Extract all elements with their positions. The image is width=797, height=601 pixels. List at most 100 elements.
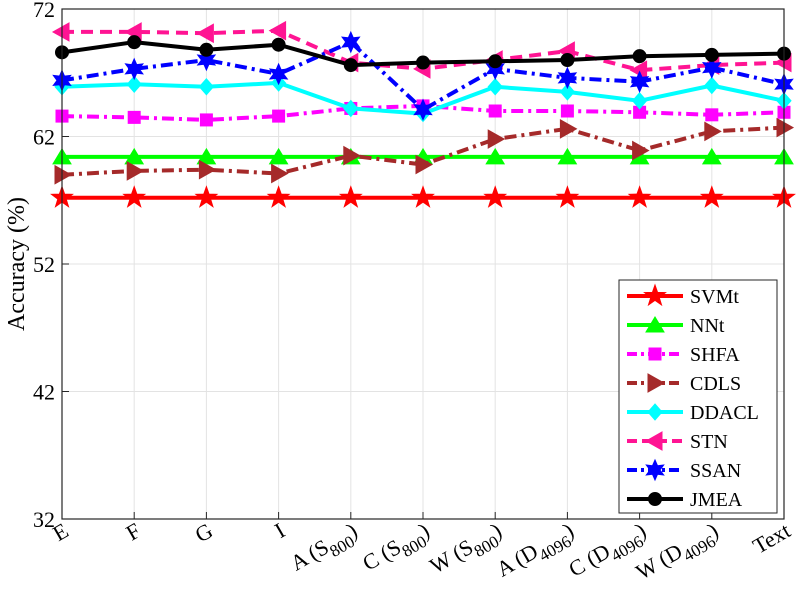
data-point-jmea <box>271 37 286 52</box>
data-point-jmea <box>127 35 142 50</box>
data-point-jmea <box>343 58 358 73</box>
legend-label-shfa: SHFA <box>690 344 740 366</box>
data-point-stn <box>196 23 214 44</box>
legend-label-stn: STN <box>690 431 728 453</box>
x-tick-label: A (S800) <box>286 518 364 581</box>
data-point-stn <box>268 20 287 41</box>
legend-label-cdls: CDLS <box>690 373 741 395</box>
data-point-shfa <box>127 110 141 124</box>
data-point-stn <box>51 22 70 42</box>
legend-item-ddacl: DDACL <box>627 402 759 424</box>
data-point-shfa <box>560 104 574 118</box>
data-point-ddacl <box>631 92 648 110</box>
data-point-svmt <box>266 185 291 208</box>
y-tick-label: 62 <box>33 125 55 150</box>
y-tick-label: 52 <box>33 252 55 277</box>
data-point-ssan <box>196 48 217 72</box>
data-point-cdls <box>632 140 650 161</box>
data-point-nnt <box>557 147 578 165</box>
data-point-ssan <box>629 70 650 93</box>
legend: SVMt NNt SHFA CDLS DDACL STN SSAN JMEA <box>618 279 778 514</box>
legend-item-stn: STN <box>627 431 728 453</box>
x-tick-label: F <box>122 518 145 546</box>
data-point-cdls <box>271 163 289 184</box>
data-point-ssan <box>485 57 505 81</box>
x-tick-label: I <box>270 518 289 543</box>
x-tick-label: C (S800) <box>358 518 436 581</box>
data-point-shfa <box>488 104 502 118</box>
series-ssan <box>52 30 794 121</box>
x-tick-label: W (D4096) <box>631 518 725 590</box>
data-point-nnt <box>124 147 145 165</box>
data-point-cdls <box>704 121 722 142</box>
data-point-nnt <box>268 147 289 165</box>
data-point-cdls <box>559 118 578 139</box>
data-point-cdls <box>343 145 361 166</box>
x-tick-base: F <box>122 518 145 546</box>
data-point-jmea <box>632 49 647 64</box>
x-tick-base: C (S <box>358 534 405 576</box>
data-point-jmea <box>199 42 214 57</box>
data-point-jmea <box>704 47 719 62</box>
legend-box <box>618 279 778 514</box>
x-tick-label: E <box>48 518 72 546</box>
data-point-ssan <box>557 66 578 90</box>
legend-marker-ssan <box>645 458 665 482</box>
data-point-shfa <box>199 113 213 127</box>
data-point-ddacl <box>559 83 576 101</box>
x-tick-label: W (S800) <box>425 518 508 584</box>
data-point-shfa <box>705 108 719 122</box>
data-point-nnt <box>485 147 506 165</box>
x-tick-base: I <box>270 518 289 543</box>
data-point-svmt <box>483 185 508 208</box>
data-point-ssan <box>268 62 289 86</box>
legend-item-svmt: SVMt <box>627 283 739 308</box>
data-point-ddacl <box>343 99 359 118</box>
data-point-cdls <box>54 164 73 185</box>
plot-frame <box>61 8 785 520</box>
legend-marker-nnt <box>645 316 665 333</box>
data-point-jmea <box>560 53 575 67</box>
data-point-ddacl <box>198 78 215 96</box>
legend-item-shfa: SHFA <box>627 344 740 366</box>
legend-marker-stn <box>644 431 663 451</box>
legend-label-jmea: JMEA <box>690 489 743 511</box>
axes <box>61 8 785 520</box>
data-point-svmt <box>555 185 580 208</box>
legend-label-ddacl: DDACL <box>690 402 759 424</box>
data-point-svmt <box>699 185 724 208</box>
legend-item-jmea: JMEA <box>627 489 743 511</box>
legend-marker-jmea <box>648 492 662 506</box>
data-point-cdls <box>126 161 145 181</box>
legend-label-svmt: SVMt <box>690 286 739 308</box>
data-point-svmt <box>338 185 363 208</box>
data-point-cdls <box>415 154 434 175</box>
data-point-svmt <box>627 185 652 208</box>
data-point-ddacl <box>487 78 503 96</box>
data-point-ssan <box>413 98 433 121</box>
data-point-ssan <box>124 57 144 81</box>
legend-item-nnt: NNt <box>627 315 725 337</box>
x-tick-base: W (S <box>425 534 477 578</box>
y-axis-title: Accuracy (%) <box>4 197 30 331</box>
data-point-ssan <box>702 56 722 79</box>
x-tick-base: E <box>48 518 72 546</box>
data-point-shfa <box>272 109 286 123</box>
data-point-cdls <box>198 159 217 180</box>
x-tick-base: G <box>191 518 217 548</box>
data-point-ddacl <box>704 76 720 95</box>
data-point-cdls <box>776 117 795 138</box>
legend-marker-cdls <box>647 373 666 393</box>
data-point-ddacl <box>126 75 142 93</box>
data-point-nnt <box>701 147 722 165</box>
x-tick-label: Text <box>748 518 794 559</box>
legend-marker-shfa <box>648 347 662 361</box>
data-point-jmea <box>488 54 503 69</box>
legend-label-nnt: NNt <box>690 315 725 337</box>
series-cdls <box>54 117 795 185</box>
x-tick-base: A (S <box>286 534 333 576</box>
series-jmea <box>55 35 791 73</box>
x-tick-label: A (D4096) <box>492 518 581 587</box>
x-tick-base: Text <box>748 518 794 559</box>
